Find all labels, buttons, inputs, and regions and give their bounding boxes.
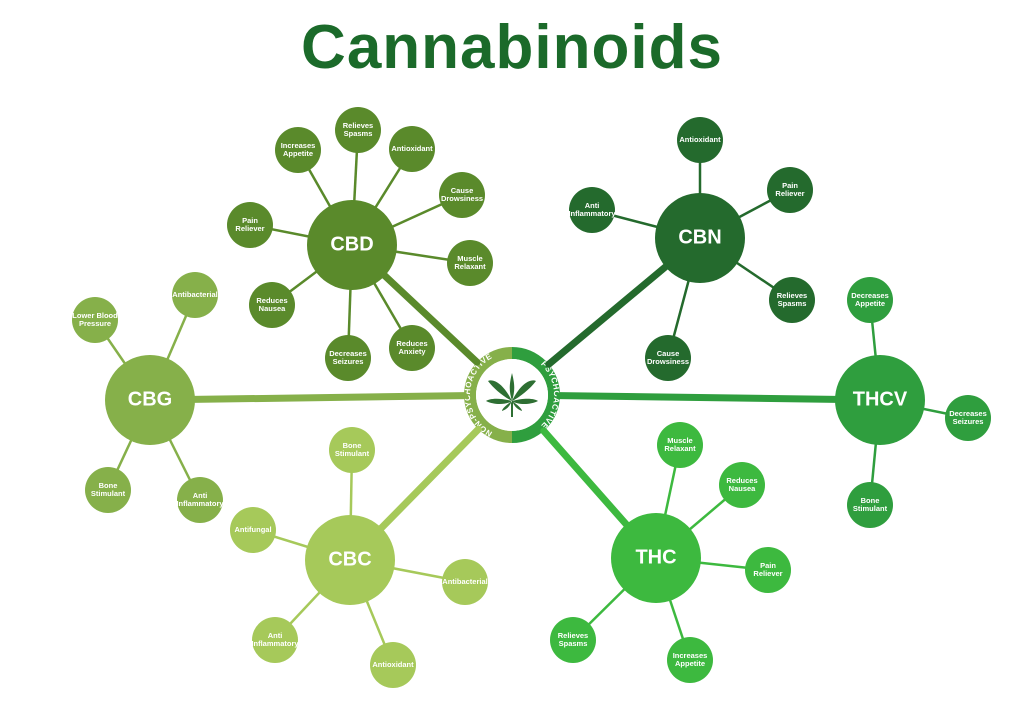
hub-label-thcv: THCV xyxy=(853,388,908,410)
effect-label-thc-1: ReducesNausea xyxy=(726,476,757,493)
effect-label-cbd-6: ReducesNausea xyxy=(256,296,287,313)
effect-label-thcv-0: DecreasesAppetite xyxy=(851,291,889,308)
effect-label-cbd-3: MuscleRelaxant xyxy=(454,254,486,271)
hub-label-cbn: CBN xyxy=(678,226,721,248)
effect-label-thc-4: RelievesSpasms xyxy=(558,631,588,648)
effect-label-thc-3: IncreasesAppetite xyxy=(673,651,708,668)
effect-label-cbc-2: Antioxidant xyxy=(372,660,414,669)
hub-label-cbg: CBG xyxy=(128,388,172,410)
effect-label-cbn-2: RelievesSpasms xyxy=(777,291,807,308)
spoke-thcv xyxy=(560,396,880,400)
effect-label-cbc-1: Antibacterial xyxy=(442,577,487,586)
effect-label-cbd-0: RelievesSpasms xyxy=(343,121,373,138)
effect-label-cbd-1: Antioxidant xyxy=(391,144,433,153)
hub-label-cbc: CBC xyxy=(328,548,371,570)
effect-label-thc-0: MuscleRelaxant xyxy=(664,436,696,453)
effect-label-cbd-5: DecreasesSeizures xyxy=(329,349,367,366)
spoke-cbg xyxy=(150,396,464,400)
diagram-canvas: NON-PSYCHOACTIVEPSYCHOACTIVERelievesSpas… xyxy=(0,0,1024,705)
effect-label-cbg-0: Antibacterial xyxy=(172,290,217,299)
hub-label-cbd: CBD xyxy=(330,233,373,255)
effect-label-thcv-1: DecreasesSeizures xyxy=(949,409,987,426)
effect-label-cbc-4: Antifungal xyxy=(234,525,271,534)
hub-label-thc: THC xyxy=(635,546,676,568)
effect-label-cbd-8: IncreasesAppetite xyxy=(281,141,316,158)
effect-label-cbn-0: Antioxidant xyxy=(679,135,721,144)
effect-label-cbd-4: ReducesAnxiety xyxy=(396,339,427,356)
